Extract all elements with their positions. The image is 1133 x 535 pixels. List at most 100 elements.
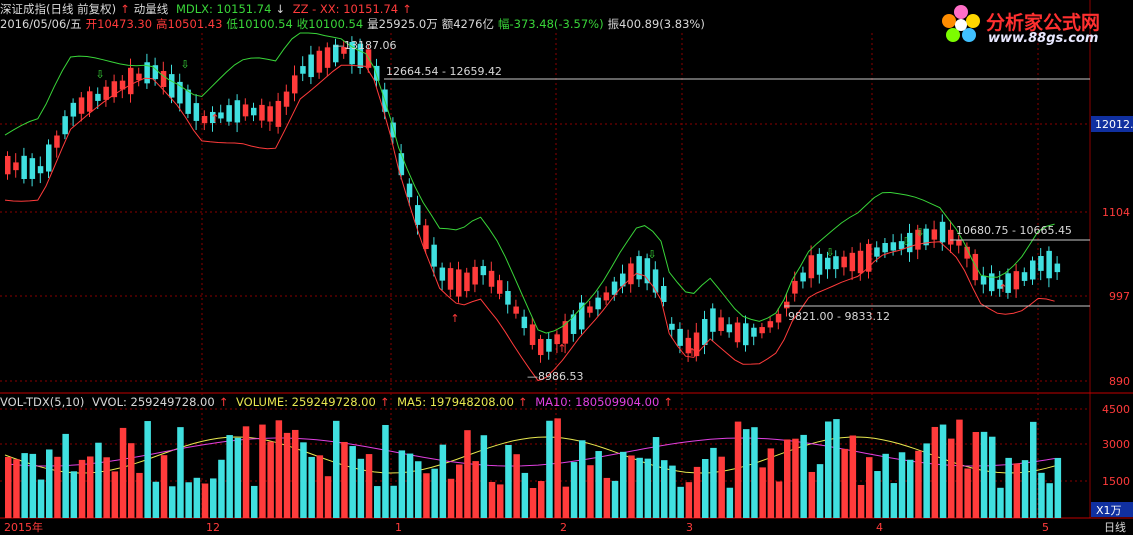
- candle-body: [710, 308, 716, 332]
- candle-body: [603, 292, 610, 301]
- candle-body: [620, 273, 626, 287]
- candle-body: [54, 135, 60, 148]
- volume-bar: [54, 456, 61, 518]
- volume-bar: [882, 453, 889, 518]
- peak-annotation: —13187.06: [333, 39, 397, 52]
- volume-bar: [693, 466, 701, 518]
- volume-bar: [579, 440, 586, 518]
- candle-body: [456, 269, 462, 297]
- volume-bar: [808, 471, 816, 518]
- candle-body: [21, 155, 27, 180]
- volume-bar: [78, 459, 86, 518]
- candle-body: [505, 290, 511, 305]
- period-label: 日线: [1104, 520, 1126, 534]
- volume-bar: [652, 437, 660, 518]
- bar-date: 2016/05/06/五: [0, 17, 82, 31]
- volume-bar: [160, 455, 168, 518]
- ma5-value: MA5: 197948208.00: [397, 395, 514, 409]
- volume-bar: [784, 439, 791, 518]
- candle-body: [193, 103, 200, 121]
- volume-bar: [997, 487, 1004, 518]
- volume-bar: [792, 438, 799, 518]
- volume-bar: [300, 442, 307, 518]
- close-value: 收10100.54: [296, 17, 364, 31]
- time-axis-label: 5: [1042, 521, 1049, 534]
- volume-bar: [292, 429, 299, 518]
- volume-bar: [989, 436, 996, 518]
- candle-body: [661, 286, 667, 302]
- candle-body: [119, 80, 126, 90]
- volume-bar: [825, 421, 832, 518]
- candle-body: [46, 144, 52, 172]
- buy-arrow-icon: ↑: [998, 282, 1007, 295]
- candle-body: [866, 243, 872, 272]
- volume-bar: [5, 456, 12, 518]
- up-arrow-icon: ↑: [379, 395, 390, 409]
- vvol-value: VVOL: 259249728.00: [92, 395, 215, 409]
- price-candles: [5, 36, 1061, 363]
- candle-body: [685, 337, 692, 354]
- candle-body: [775, 313, 782, 323]
- candle-body: [464, 272, 470, 292]
- sell-arrow-icon: ⇩: [825, 246, 834, 259]
- candle-body: [480, 266, 487, 276]
- volume-bar: [456, 464, 463, 518]
- volume-bar: [21, 453, 28, 518]
- low-value: 低10100.54: [226, 17, 293, 31]
- volume-bar: [874, 471, 881, 518]
- volume-bar: [546, 420, 553, 518]
- volume-bar: [259, 424, 266, 518]
- candle-body: [398, 153, 405, 176]
- up-arrow-icon: ↑: [517, 395, 528, 409]
- volume-bar: [554, 418, 561, 518]
- volume-bar: [70, 471, 78, 518]
- low-annotation: —8986.53: [527, 370, 584, 383]
- candle-body: [169, 74, 175, 98]
- candle-body: [308, 54, 314, 78]
- volume-bar: [775, 481, 783, 518]
- mdlx-line: [4, 32, 1055, 334]
- time-axis-label: 1: [395, 521, 402, 534]
- candle-body: [669, 323, 675, 330]
- candle-body: [743, 323, 749, 346]
- price-axis-label: 1104: [1102, 206, 1130, 219]
- candle-body: [267, 106, 273, 122]
- title-row: 深证成指(日线 前复权) ↑ 动量线 MDLX: 10151.74 ↓ ZZ - XX…: [0, 2, 416, 16]
- volume-bar: [849, 435, 857, 518]
- candle-body: [857, 250, 864, 274]
- up-arrow-icon: ↑: [120, 2, 130, 16]
- highlight-price-box: [1091, 116, 1133, 132]
- buy-arrow-icon: ↑: [557, 342, 566, 355]
- volume-bar: [472, 461, 479, 518]
- volume-bar: [193, 477, 201, 518]
- volume-axis-label: 1500: [1102, 475, 1130, 488]
- volume-bar: [46, 449, 53, 518]
- volume-bar: [907, 459, 914, 518]
- volume-bar: [611, 480, 619, 518]
- candle-body: [587, 306, 593, 313]
- volume-bar: [685, 482, 693, 518]
- open-value: 开10473.30: [85, 17, 153, 31]
- candle-body: [677, 328, 683, 346]
- candle-body: [808, 255, 815, 279]
- buy-arrow-icon: ↑: [687, 346, 696, 359]
- volume-bar: [169, 486, 176, 518]
- price-axis-label: 890: [1109, 375, 1130, 388]
- candle-body: [136, 73, 142, 81]
- volume-bar: [415, 461, 422, 518]
- logo: 分析家公式网 www.88gs.com: [938, 2, 1133, 50]
- candle-body: [833, 256, 839, 270]
- volume-bar: [382, 424, 389, 518]
- candle-body: [907, 232, 913, 253]
- volume-bar: [923, 443, 930, 518]
- volume-bar: [464, 430, 471, 518]
- volume-bar: [734, 421, 742, 518]
- candle-body: [13, 162, 19, 171]
- volume-bar: [144, 421, 151, 518]
- volume-bar: [349, 446, 356, 518]
- volume-bar: [743, 429, 750, 518]
- volume-bar: [603, 477, 611, 518]
- volume-bar: [890, 483, 898, 518]
